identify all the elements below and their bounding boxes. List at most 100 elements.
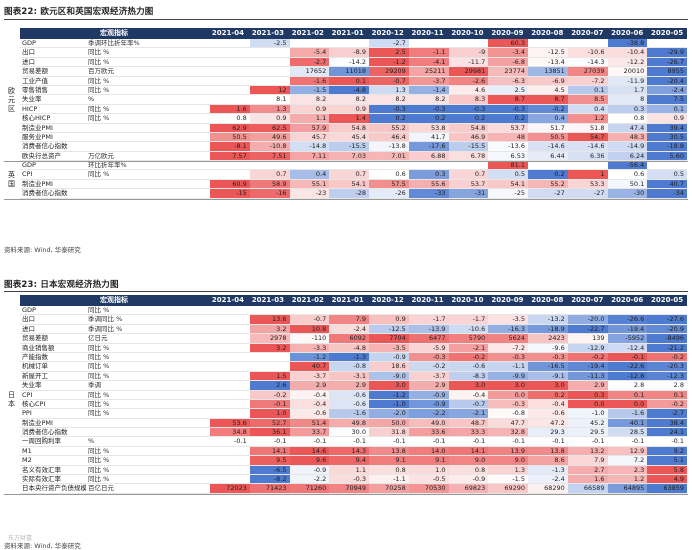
column-header: 2021-01 <box>331 29 364 37</box>
column-header: 2020-07 <box>571 29 604 37</box>
heat-cell: -12.2 <box>607 57 648 67</box>
indicator-unit <box>86 189 210 197</box>
indicator-name: 制造业PMI <box>22 123 53 132</box>
heat-cell: -1.3 <box>329 352 369 362</box>
indicator-unit: 同比 % <box>88 399 110 408</box>
heat-cell: 0.2 <box>408 114 449 123</box>
indicator-name: HICP <box>22 104 38 113</box>
title-rule <box>4 291 688 292</box>
heat-cell: -0.6 <box>289 409 330 418</box>
table-row: CPI 同比 % -0.2 -0.4 -0.6 -1.2 -0.9 -0.4 0.0 0.2 0.3… <box>20 390 687 400</box>
heat-cell: -0.4 <box>448 390 489 399</box>
heat-cell: 0.2 <box>528 170 568 179</box>
heat-cell: -0.3 <box>408 104 449 114</box>
heat-cell: 63859 <box>647 484 687 493</box>
heat-cell: 2.8 <box>673 381 684 390</box>
heat-cell: 8955 <box>647 67 687 76</box>
indicator-name: 零售销售 <box>22 85 48 94</box>
heat-cell: 51.8 <box>567 123 608 132</box>
group-label: 欧元区 <box>4 39 19 161</box>
heat-cell: -14.6 <box>567 142 608 151</box>
table-row: 日本央行资产负债规模 百亿日元 72023 71423 71260 70949 70258 7… <box>20 484 687 494</box>
heat-cell: -1.7 <box>408 315 449 324</box>
heat-cell: 0.1 <box>607 390 648 399</box>
heat-cell <box>210 95 250 103</box>
heat-cell: 0.9 <box>369 315 409 324</box>
heat-cell <box>210 170 250 178</box>
heat-cell: -12.5 <box>528 48 568 57</box>
heat-cell: 29209 <box>369 67 409 76</box>
heat-cell <box>250 77 290 85</box>
heat-cell: -1.7 <box>448 315 489 324</box>
heat-cell: 53.8 <box>408 123 449 132</box>
heat-cell <box>210 381 250 389</box>
heat-cell: -12.5 <box>369 324 409 334</box>
indicator-unit: 亿日元 <box>88 334 108 343</box>
heat-cell: 1.0 <box>249 409 290 418</box>
heat-cell: 0.9 <box>289 104 330 114</box>
heat-cell: 7.57 <box>210 151 250 161</box>
heat-cell: -20.0 <box>567 315 608 324</box>
heat-cell: 53.7 <box>448 179 489 189</box>
heat-cell: -12.3 <box>647 371 687 381</box>
indicator-name: 欧央行总资产 <box>22 151 61 160</box>
heat-cell: 3.0 <box>528 381 568 390</box>
table-row: 核心HICP 同比 % 0.8 0.9 1.1 1.4 0.2 0.2 0.2 0.2 0.4 1.2… <box>20 114 687 124</box>
group-divider <box>4 198 688 200</box>
heat-cell: 9.4 <box>329 456 369 465</box>
indicator-unit <box>86 180 210 188</box>
heat-cell <box>210 456 250 464</box>
heat-cell: 10.8 <box>289 324 330 334</box>
heat-cell: 7704 <box>369 334 409 343</box>
heat-cell: 55.2 <box>369 123 409 132</box>
indicator-unit: 同比 % <box>88 114 110 123</box>
heat-cell: 2.9 <box>329 381 369 390</box>
indicator-name: CPI <box>22 390 33 399</box>
heat-cell: -14.3 <box>568 58 608 66</box>
heat-cell: 9.1 <box>408 456 449 465</box>
heat-cell <box>488 306 528 314</box>
heat-cell: -56.4 <box>607 161 648 170</box>
indicator-name: 进口 <box>22 324 35 333</box>
heat-cell: -0.3 <box>528 352 568 362</box>
indicator-name: 贸易差额 <box>22 67 48 76</box>
heat-cell: -26 <box>369 189 409 198</box>
column-header: 2020-10 <box>451 296 484 304</box>
heat-cell: 7.9 <box>329 315 369 324</box>
column-header: 2021-02 <box>291 29 324 37</box>
heat-cell: 0.0 <box>567 399 608 409</box>
heat-cell <box>449 39 489 47</box>
heat-cell: 0.2 <box>488 114 528 123</box>
heat-cell: 0.8 <box>236 114 247 123</box>
indicator-unit: 万亿欧元 <box>88 151 114 160</box>
heat-cell: -13.9 <box>408 324 449 334</box>
heat-cell: -9.9 <box>488 371 528 381</box>
heat-cell: -11.3 <box>567 371 608 381</box>
heat-cell: 0.7 <box>329 170 369 179</box>
heat-cell: 6.78 <box>448 151 489 161</box>
heat-cell: 5.60 <box>647 151 687 161</box>
group-label-char: 区 <box>8 104 15 113</box>
heat-cell: -0.1 <box>249 399 290 409</box>
column-header: 2021-04 <box>211 29 245 37</box>
heat-cell: -14.9 <box>607 142 648 151</box>
heat-cell <box>210 475 250 483</box>
heat-cell: 4.6 <box>448 85 489 95</box>
heat-cell: 62.9 <box>210 123 250 132</box>
panel-title: 图表22: 欧元区和英国宏观经济热力图 <box>4 7 154 17</box>
group-label: 英国 <box>4 161 19 199</box>
indicator-unit: 同比 % <box>88 343 110 352</box>
heat-cell: -10.8 <box>249 142 290 151</box>
heat-cell: 8.2 <box>289 95 330 104</box>
heat-cell: -3.4 <box>488 48 528 57</box>
indicator-name: 日本央行资产负债规模 <box>22 484 86 493</box>
heat-cell: -19.4 <box>607 324 648 334</box>
table-row: 服务业PMI 50.5 49.6 45.7 45.4 46.4 41.7 46.9 48 50.5… <box>20 132 687 143</box>
heat-cell: -0.2 <box>647 399 687 409</box>
heat-cell: 3.0 <box>448 381 489 390</box>
indicator-unit: 同比 % <box>88 57 110 66</box>
heat-cell: 68290 <box>528 484 568 493</box>
indicator-name: M2 <box>22 456 32 465</box>
heat-cell: -2.7 <box>289 57 330 67</box>
group-divider <box>4 494 688 495</box>
